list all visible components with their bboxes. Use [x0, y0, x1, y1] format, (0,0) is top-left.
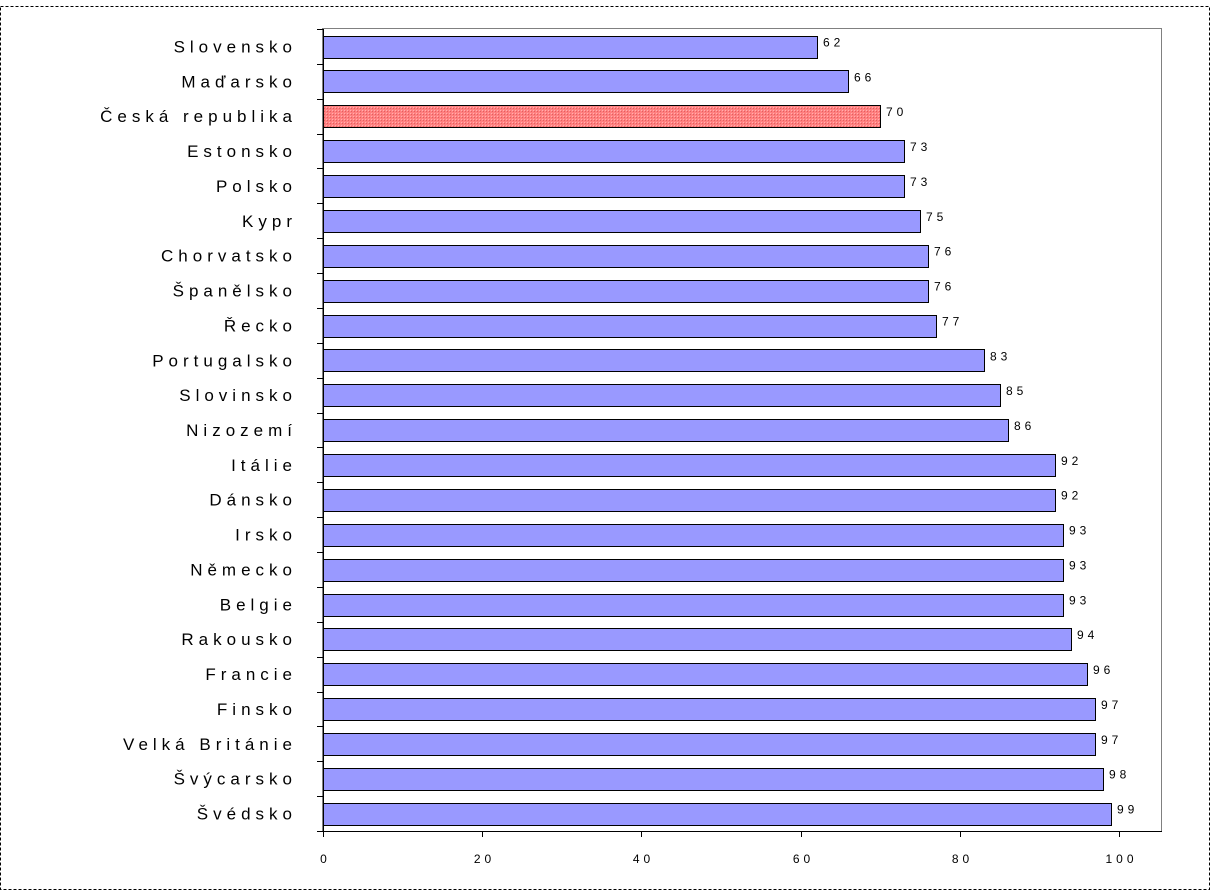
value-label: 96 — [1093, 663, 1114, 677]
category-label: Česká republika — [100, 107, 297, 126]
value-label: 97 — [1101, 698, 1122, 712]
value-label: 94 — [1077, 628, 1098, 642]
category-label: Belgie — [220, 595, 297, 614]
value-label: 98 — [1109, 768, 1130, 782]
bar — [323, 384, 1001, 407]
bar — [323, 559, 1064, 582]
category-label: Slovinsko — [179, 386, 297, 405]
value-label: 93 — [1069, 524, 1090, 538]
bar — [323, 733, 1096, 756]
bar — [323, 419, 1009, 442]
bar — [323, 140, 905, 163]
category-label: Švédsko — [197, 805, 297, 824]
bar — [323, 663, 1088, 686]
bar — [323, 698, 1096, 721]
bar — [323, 803, 1112, 826]
value-tick-label: 100 — [1105, 852, 1137, 866]
value-label: 93 — [1069, 593, 1090, 607]
category-label: Irsko — [235, 526, 297, 545]
category-label: Řecko — [224, 316, 297, 335]
value-label: 62 — [823, 35, 844, 49]
bar — [323, 175, 905, 198]
value-tick-label: 80 — [952, 852, 973, 866]
category-label: Španělsko — [173, 282, 297, 301]
bar — [323, 628, 1072, 651]
bar — [323, 454, 1056, 477]
value-label: 99 — [1117, 803, 1138, 817]
value-label: 85 — [1006, 384, 1027, 398]
category-label: Kypr — [242, 212, 297, 231]
value-label: 77 — [942, 314, 963, 328]
bar — [323, 594, 1064, 617]
category-label: Slovensko — [174, 37, 297, 56]
category-label: Estonsko — [187, 142, 297, 161]
category-label: Nizozemí — [186, 421, 297, 440]
value-label: 92 — [1061, 489, 1082, 503]
value-label: 92 — [1061, 454, 1082, 468]
bar — [323, 105, 881, 128]
value-label: 73 — [910, 140, 931, 154]
value-label: 97 — [1101, 733, 1122, 747]
value-tick-label: 0 — [320, 852, 331, 866]
bar — [323, 245, 929, 268]
value-tick-label: 40 — [633, 852, 654, 866]
value-label: 93 — [1069, 558, 1090, 572]
value-label: 75 — [926, 210, 947, 224]
category-label: Dánsko — [209, 491, 297, 510]
category-label: Rakousko — [181, 630, 297, 649]
category-label: Maďarsko — [181, 72, 297, 91]
category-label: Itálie — [231, 456, 297, 475]
category-label: Chorvatsko — [161, 247, 297, 266]
category-label: Velká Británie — [123, 735, 297, 754]
value-label: 76 — [934, 245, 955, 259]
value-tick-label: 60 — [793, 852, 814, 866]
bar — [323, 315, 937, 338]
bar — [323, 210, 921, 233]
value-label: 70 — [886, 105, 907, 119]
bar — [323, 768, 1104, 791]
value-tick-label: 20 — [474, 852, 495, 866]
category-label: Německo — [190, 560, 297, 579]
value-label: 73 — [910, 175, 931, 189]
bar — [323, 524, 1064, 547]
category-label: Portugalsko — [152, 351, 297, 370]
bar — [323, 489, 1056, 512]
bar — [323, 280, 929, 303]
category-label: Švýcarsko — [174, 770, 297, 789]
category-label: Polsko — [216, 177, 297, 196]
outer-frame — [0, 6, 1210, 890]
value-label: 76 — [934, 280, 955, 294]
bar — [323, 349, 985, 372]
category-label: Finsko — [217, 700, 297, 719]
value-label: 66 — [854, 70, 875, 84]
bar — [323, 70, 849, 93]
value-label: 86 — [1014, 419, 1035, 433]
category-label: Francie — [205, 665, 297, 684]
bar — [323, 36, 818, 59]
value-label: 83 — [990, 349, 1011, 363]
